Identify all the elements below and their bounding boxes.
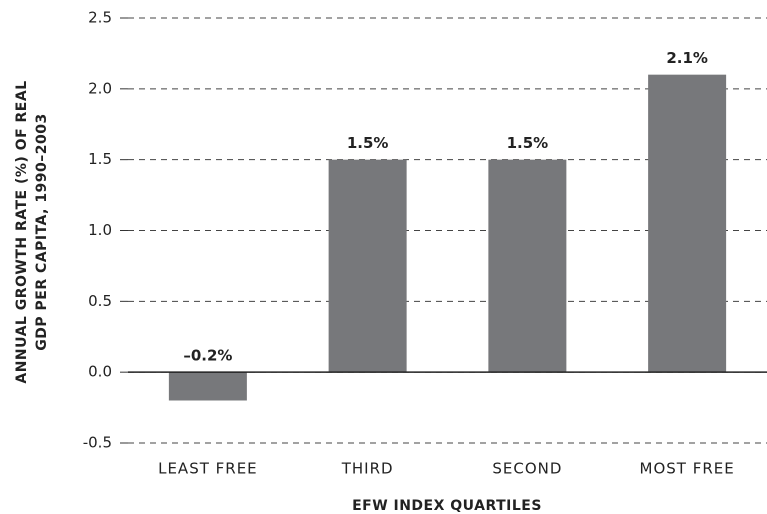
bar <box>168 372 247 401</box>
x-tick-label: MOST FREE <box>640 460 735 478</box>
value-label: 2.1% <box>666 49 708 67</box>
y-tick-label: 1.5 <box>88 150 112 168</box>
y-tick-label: 0.0 <box>88 363 112 381</box>
bar <box>488 159 567 373</box>
y-tick-label: 2.5 <box>88 9 112 27</box>
y-axis-label: GDP PER CAPITA, 1990–2003 <box>34 113 50 350</box>
bar <box>648 74 727 373</box>
value-label: –0.2% <box>183 347 232 365</box>
value-label: 1.5% <box>347 134 389 152</box>
x-tick-label: LEAST FREE <box>158 460 258 478</box>
y-tick-label: 2.0 <box>88 79 112 97</box>
y-axis-label: ANNUAL GROWTH RATE (%) OF REAL <box>14 80 30 383</box>
bar <box>328 159 407 373</box>
y-tick-label: 1.0 <box>88 221 112 239</box>
x-axis-label: EFW INDEX QUARTILES <box>352 498 542 514</box>
x-tick-label: SECOND <box>492 460 562 478</box>
y-tick-label: -0.5 <box>83 434 112 452</box>
y-tick-label: 0.5 <box>88 292 112 310</box>
x-tick-label: THIRD <box>341 460 394 478</box>
value-label: 1.5% <box>507 134 549 152</box>
